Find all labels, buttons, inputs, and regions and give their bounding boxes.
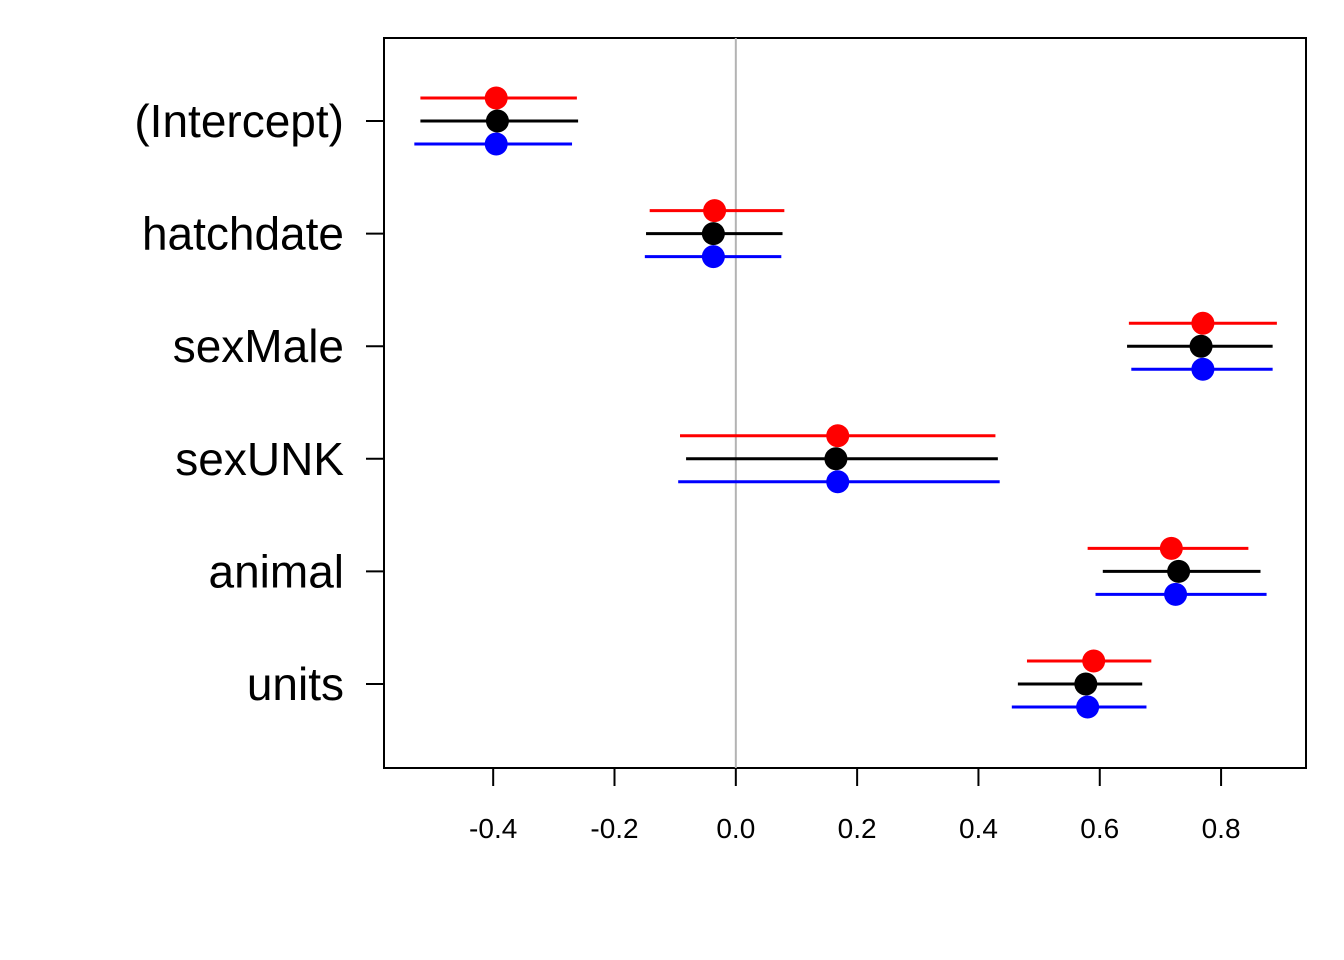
y-label-hatchdate: hatchdate [142,208,344,260]
x-tick-label: 0.8 [1202,813,1241,844]
estimate-point-sexmale [1191,357,1215,381]
estimate-point-sexunk [826,470,850,494]
estimate-point-sexmale [1191,311,1215,335]
estimate-point-sexunk [826,424,850,448]
estimate-point-units [1082,649,1106,673]
y-label-sexmale: sexMale [173,320,344,372]
estimate-point-sexunk [824,447,848,471]
x-tick-label: -0.2 [590,813,638,844]
estimate-point-hatchdate [701,245,725,269]
x-tick-label: 0.6 [1080,813,1119,844]
estimate-point-animal [1167,559,1191,583]
x-axis: -0.4 -0.2 0.0 0.2 0.4 0.6 0.8 [469,768,1241,844]
plot-frame [383,37,1307,769]
estimate-point-intercept [484,86,508,110]
y-label-intercept: (Intercept) [134,95,344,147]
estimate-point-animal [1164,582,1188,606]
estimate-point-hatchdate [701,222,725,246]
x-tick-label: 0.4 [959,813,998,844]
x-tick-label: 0.0 [716,813,755,844]
estimate-point-intercept [484,132,508,156]
y-label-sexunk: sexUNK [175,433,344,485]
estimate-point-sexmale [1189,334,1213,358]
x-tick-label: -0.4 [469,813,517,844]
estimate-point-units [1076,695,1100,719]
estimate-point-units [1074,672,1098,696]
y-label-units: units [247,658,344,710]
y-axis: (Intercept) hatchdate sexMale sexUNK animal u… [134,95,384,710]
estimate-point-intercept [485,109,509,133]
interval-series [414,86,1277,719]
estimate-point-hatchdate [703,199,727,223]
estimate-point-animal [1159,536,1183,560]
y-label-animal: animal [208,545,344,597]
x-tick-label: 0.2 [838,813,877,844]
